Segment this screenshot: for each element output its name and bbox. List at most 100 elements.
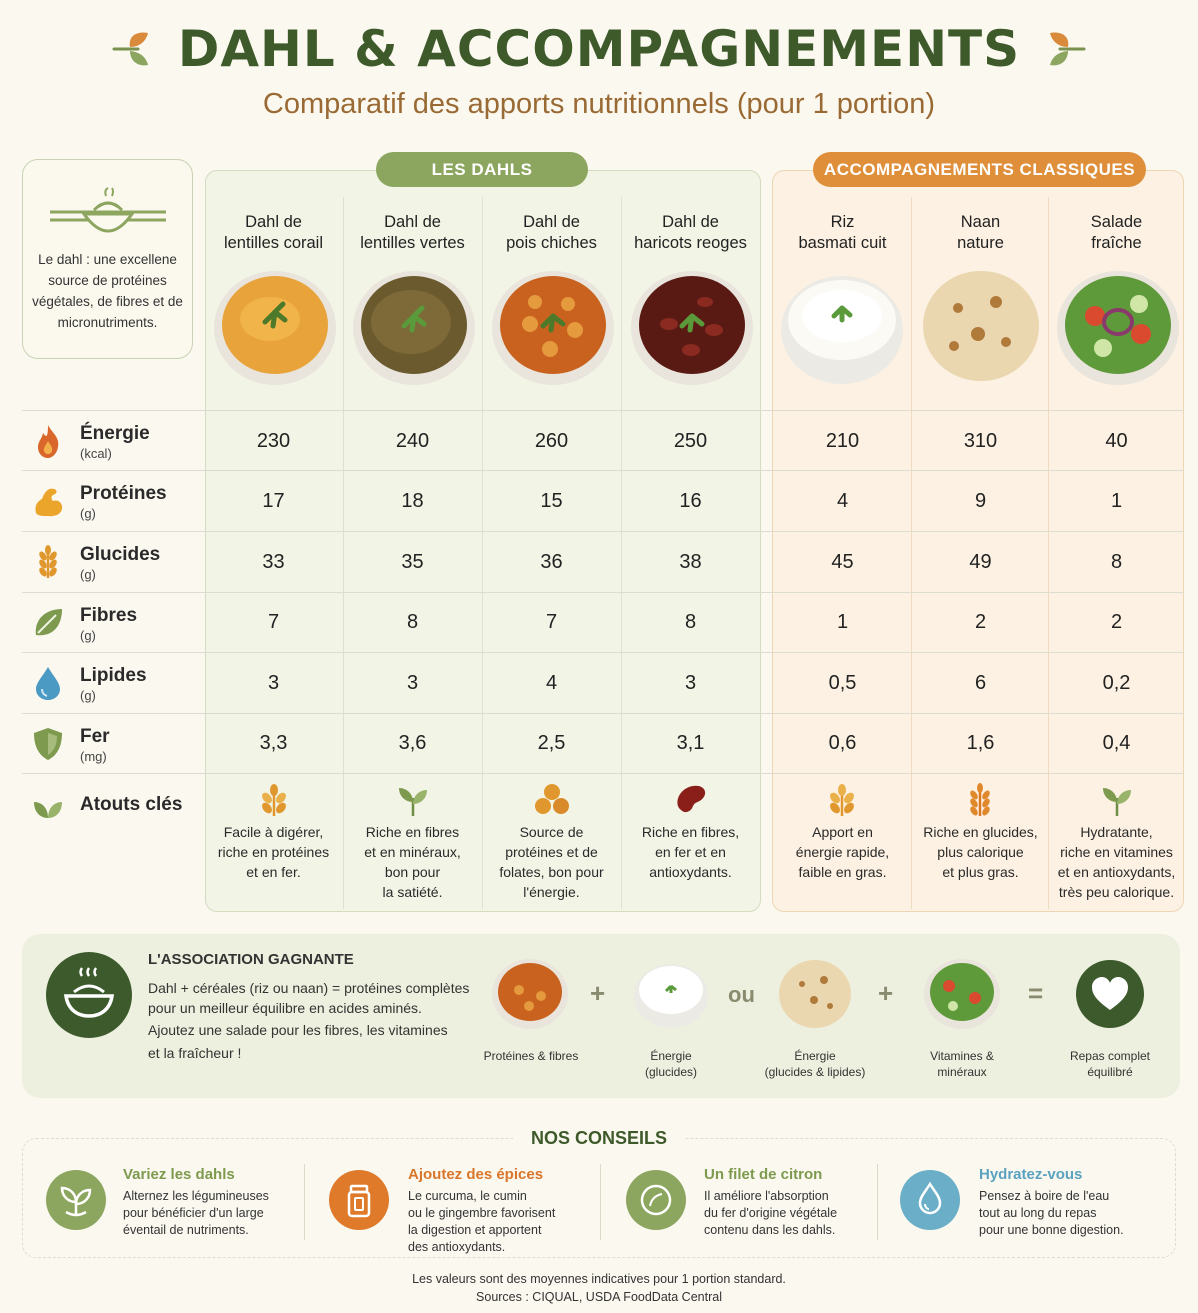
column-header-line: haricots reoges xyxy=(634,234,747,252)
chickpea-dahl-bowl xyxy=(492,271,614,385)
row-unit: (mg) xyxy=(80,749,107,764)
value-cell: 3 xyxy=(684,672,697,694)
row-divider xyxy=(22,592,1184,593)
shield-icon xyxy=(34,728,62,760)
tip-title: Hydratez-vous xyxy=(979,1166,1083,1183)
column-header-line: Dahl de xyxy=(523,213,580,231)
key-text-line: plus calorique xyxy=(937,844,1024,860)
value-cell: 3,1 xyxy=(676,732,705,754)
value-cell: 1,6 xyxy=(966,732,995,754)
value-cell: 4 xyxy=(836,490,849,512)
intro-text: Le dahl : une excellene source de protéi… xyxy=(32,252,183,330)
plus-operator: + xyxy=(590,978,606,1008)
key-text-line: faible en gras. xyxy=(798,864,887,880)
tip-title: Variez les dahls xyxy=(123,1166,235,1183)
value-cell: 8 xyxy=(406,611,419,633)
drop-icon xyxy=(36,667,60,700)
tip-text: Le curcuma, le cumin ou le gingembre favo… xyxy=(408,1188,555,1256)
value-cell: 35 xyxy=(401,551,424,573)
caption-proteines-fibres: Protéines & fibres xyxy=(466,1048,596,1064)
key-text-line: Riche en glucides, xyxy=(923,824,1038,840)
value-cell: 49 xyxy=(969,551,992,573)
column-header-naan: Naan nature xyxy=(911,212,1050,254)
heart-icon xyxy=(1092,977,1128,1010)
or-operator: ou xyxy=(728,982,755,1007)
column-header-line: Riz xyxy=(830,213,855,231)
column-header-line: fraîche xyxy=(1091,234,1142,252)
rice-mini-bowl xyxy=(634,964,708,1028)
value-cell: 2,5 xyxy=(537,732,566,754)
tip-line: la digestion et apportent xyxy=(408,1223,542,1237)
column-header-line: Salade xyxy=(1090,213,1143,231)
caption-vitamines: Vitamines & minéraux xyxy=(897,1048,1027,1080)
row-unit: (g) xyxy=(80,628,96,643)
caption-line: Énergie xyxy=(794,1049,836,1063)
value-cell: 0,5 xyxy=(828,672,857,694)
column-header-line: nature xyxy=(957,234,1004,252)
page-subtitle: Comparatif des apports nutritionnels (po… xyxy=(262,88,936,120)
value-cell: 16 xyxy=(679,490,702,512)
column-header-line: pois chiches xyxy=(506,234,597,252)
row-name: Atouts clés xyxy=(80,794,183,815)
row-unit: (g) xyxy=(80,567,96,582)
key-text-line: très peu calorique. xyxy=(1058,884,1175,900)
column-header-line: Dahl de xyxy=(245,213,302,231)
row-label-energie: Énergie (kcal) xyxy=(22,411,202,471)
caption-energie-lipides: Énergie (glucides & lipides) xyxy=(750,1048,880,1080)
value-cell: 2 xyxy=(1110,611,1123,633)
row-divider xyxy=(22,773,1184,774)
row-name: Protéines xyxy=(80,483,167,504)
wheat-icon xyxy=(970,783,990,816)
value-cell: 0,2 xyxy=(1102,672,1131,694)
row-label-atouts: Atouts clés xyxy=(22,774,202,834)
caption-line: (glucides) xyxy=(644,1065,698,1079)
tip-line: ou le gingembre favorisent xyxy=(408,1206,556,1220)
column-header-line: lentilles corail xyxy=(223,234,324,252)
flame-icon xyxy=(38,425,59,458)
column-separator xyxy=(1048,197,1049,909)
row-label-fibres: Fibres (g) xyxy=(22,593,202,653)
key-text-line: Source de xyxy=(519,824,584,840)
value-cell: 2 xyxy=(974,611,987,633)
title-wrap: DAHL & ACCOMPAGNEMENTS xyxy=(0,20,1198,78)
fresh-salad-bowl xyxy=(1057,271,1179,385)
value-cell: 18 xyxy=(401,490,424,512)
spice-jar-icon xyxy=(347,1184,371,1218)
key-text-line: énergie rapide, xyxy=(795,844,890,860)
key-text: Riche en glucides, plus calorique et plus … xyxy=(911,822,1050,882)
tip-title: Ajoutez des épices xyxy=(408,1166,544,1183)
column-header-line: Naan xyxy=(960,213,1001,231)
column-separator xyxy=(343,197,344,909)
tip-line: des antioxydants. xyxy=(408,1240,506,1254)
caption-line: Énergie xyxy=(650,1049,692,1063)
leaf-ornament-left-icon xyxy=(112,32,148,66)
muscle-icon xyxy=(35,488,63,517)
row-label-lipides: Lipides (g) xyxy=(22,653,202,713)
conseils-title: NOS CONSEILS xyxy=(512,1128,686,1149)
salad-mini-bowl xyxy=(924,959,1000,1029)
row-name: Énergie xyxy=(80,423,150,444)
plus-operator: + xyxy=(878,978,894,1008)
key-text-line: Hydratante, xyxy=(1080,824,1153,840)
row-label-glucides: Glucides (g) xyxy=(22,532,202,592)
row-divider xyxy=(22,470,1184,471)
caption-line: Vitamines & xyxy=(930,1049,994,1063)
leaf-sprout-icon xyxy=(399,788,427,816)
row-unit: (g) xyxy=(80,688,96,703)
value-cell: 310 xyxy=(963,430,998,452)
value-cell: 3 xyxy=(406,672,419,694)
page-title: DAHL & ACCOMPAGNEMENTS xyxy=(108,20,1090,78)
value-cell: 4 xyxy=(545,672,558,694)
value-cell: 3,3 xyxy=(259,732,288,754)
row-divider xyxy=(22,652,1184,653)
dahl-mini-bowl xyxy=(492,959,568,1029)
association-title: L'ASSOCIATION GAGNANTE xyxy=(148,951,354,968)
value-cell: 36 xyxy=(540,551,563,573)
value-cell: 7 xyxy=(545,611,558,633)
naan-bread xyxy=(923,271,1039,381)
green-lentil-dahl-bowl xyxy=(353,271,475,385)
red-bean-dahl-bowl xyxy=(631,271,753,385)
tip-separator xyxy=(304,1164,305,1240)
association-line: pour un meilleur équilibre en acides ami… xyxy=(148,1000,422,1016)
tip-icon-circle xyxy=(626,1170,686,1230)
